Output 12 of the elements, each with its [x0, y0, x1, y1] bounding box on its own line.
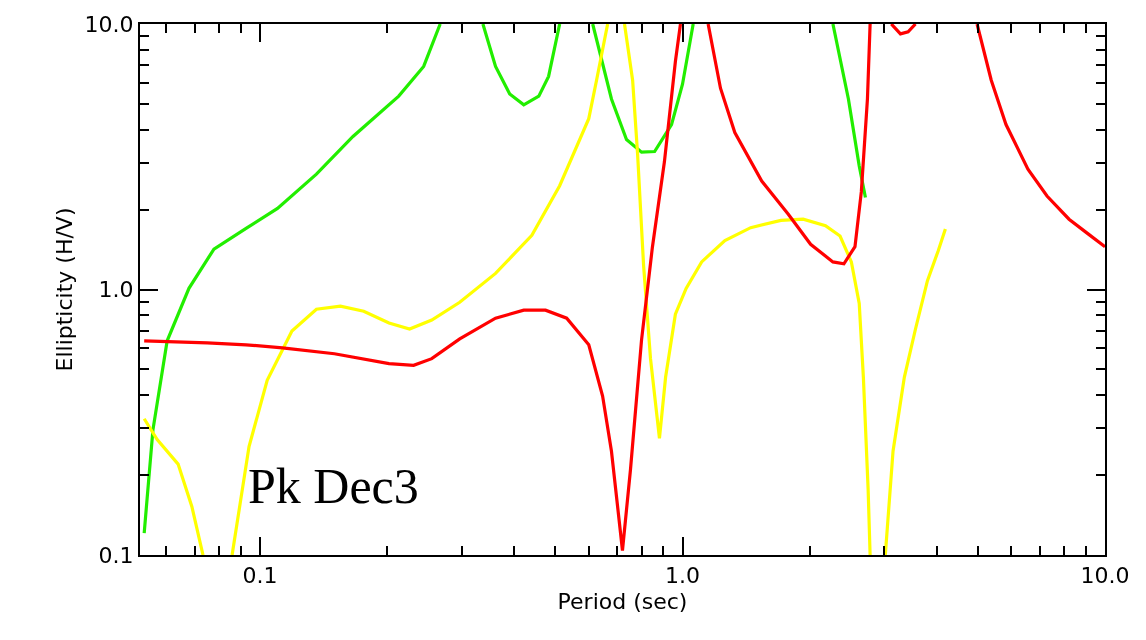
- x-tick-label: 1.0: [665, 563, 700, 589]
- annotation: Pk Dec3: [248, 458, 419, 514]
- line-series: [883, 227, 947, 555]
- y-tick-label: 0.1: [98, 542, 134, 568]
- y-tick-label: 10.0: [84, 11, 134, 37]
- line-series: [831, 24, 868, 200]
- line-series: [142, 417, 205, 555]
- x-tick-label: 0.1: [242, 563, 278, 589]
- x-axis-title: Period (sec): [557, 588, 688, 614]
- y-tick-label: 1.0: [98, 277, 134, 303]
- y-axis-title: Ellipticity (H/V): [51, 207, 77, 372]
- x-tick-label: 10.0: [1080, 563, 1130, 589]
